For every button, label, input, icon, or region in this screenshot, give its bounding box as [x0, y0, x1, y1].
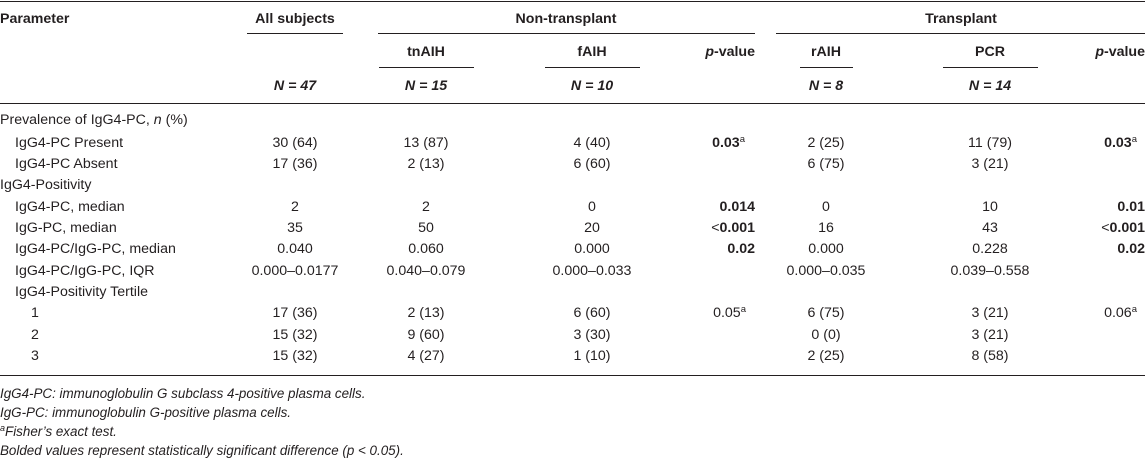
cell-pcr: 0.039–0.558	[950, 263, 1030, 279]
cell-tnaih: 4 (27)	[407, 348, 445, 364]
row-label: IgG4-PC, median	[15, 199, 125, 215]
cell-tnaih: 0.040–0.079	[386, 263, 466, 279]
header-raih: rAIH	[811, 44, 841, 60]
cell-faih: 20	[584, 220, 600, 236]
cell-tnaih: 50	[418, 220, 434, 236]
cell-raih: 6 (75)	[807, 305, 845, 321]
cell-faih: 3 (30)	[573, 327, 611, 343]
header-non-transplant: Non-transplant	[515, 11, 617, 27]
header-all-subjects: All subjects	[255, 11, 335, 27]
cell-tnaih: 2 (13)	[407, 156, 445, 172]
n-all-subjects: N = 47	[273, 78, 317, 94]
cell-pcr: 11 (79)	[968, 135, 1012, 151]
cell-p-transplant: 0.03a	[1104, 134, 1137, 151]
cell-raih: 2 (25)	[807, 135, 845, 151]
row-label: 3	[31, 348, 39, 364]
cell-tnaih: 2	[422, 199, 430, 215]
section-prevalence: Prevalence of IgG4-PC, n (%)	[0, 112, 188, 128]
all-subjects-underline	[247, 33, 343, 34]
cell-tnaih: 9 (60)	[407, 327, 445, 343]
cell-tnaih: 13 (87)	[403, 135, 449, 151]
cell-all: 35	[287, 220, 303, 236]
cell-raih: 0	[822, 199, 830, 215]
cell-p-transplant: 0.01	[1117, 199, 1145, 215]
raih-underline	[800, 67, 853, 68]
cell-pcr: 0.228	[972, 241, 1008, 257]
cell-raih: 6 (75)	[807, 156, 845, 172]
row-label: IgG4-PC Present	[15, 135, 124, 151]
cell-all: 0.000–0.0177	[251, 263, 339, 279]
cell-p-transplant: 0.02	[1117, 241, 1145, 257]
row-label: IgG4-PC Absent	[15, 156, 118, 172]
n-pcr: N = 14	[968, 78, 1012, 94]
row-label: IgG-PC, median	[15, 220, 117, 236]
cell-pcr: 3 (21)	[971, 305, 1009, 321]
cell-faih: 6 (60)	[573, 305, 611, 321]
cell-tnaih: 0.060	[408, 241, 444, 257]
non-transplant-underline	[378, 33, 755, 34]
cell-all: 2	[291, 199, 299, 215]
cell-p-nontransplant: 0.03a	[712, 134, 745, 151]
row-label: IgG4-Positivity Tertile	[15, 284, 148, 300]
cell-all: 30 (64)	[272, 135, 318, 151]
header-p-value-nontransplant: p-value	[705, 44, 755, 60]
cell-pcr: 8 (58)	[971, 348, 1009, 364]
n-tnaih: N = 15	[404, 78, 448, 94]
cell-raih: 2 (25)	[807, 348, 845, 364]
row-label: 2	[31, 327, 39, 343]
cell-p-nontransplant: 0.02	[727, 241, 755, 257]
transplant-underline	[776, 33, 1145, 34]
row-label: IgG4-PC/IgG-PC, IQR	[15, 263, 155, 279]
faih-underline	[545, 67, 640, 68]
n-raih: N = 8	[808, 78, 844, 94]
cell-all: 0.040	[277, 241, 313, 257]
cell-p-transplant: 0.06a	[1104, 304, 1137, 321]
footnote-fisher: aFisher’s exact test.	[0, 423, 117, 440]
cell-p-nontransplant: 0.014	[719, 199, 755, 215]
cell-faih: 6 (60)	[573, 156, 611, 172]
footnote-igg-pc: IgG-PC: immunoglobulin G-positive plasma…	[0, 405, 291, 420]
cell-all: 15 (32)	[272, 348, 318, 364]
header-faih: fAIH	[577, 44, 607, 60]
section-positivity: IgG4-Positivity	[0, 177, 92, 193]
pcr-underline	[943, 67, 1038, 68]
header-parameter: Parameter	[0, 11, 70, 27]
cell-raih: 0 (0)	[811, 327, 841, 343]
cell-all: 17 (36)	[272, 305, 318, 321]
cell-all: 17 (36)	[272, 156, 318, 172]
cell-raih: 16	[818, 220, 834, 236]
header-transplant: Transplant	[925, 11, 997, 27]
cell-all: 15 (32)	[272, 327, 318, 343]
tnaih-underline	[379, 67, 474, 68]
n-faih: N = 10	[570, 78, 614, 94]
cell-pcr: 3 (21)	[971, 156, 1009, 172]
header-bottom-rule	[0, 103, 1145, 104]
cell-p-transplant: <0.001	[1101, 220, 1145, 236]
cell-faih: 4 (40)	[573, 135, 611, 151]
cell-faih: 0	[588, 199, 596, 215]
cell-faih: 0.000–0.033	[552, 263, 632, 279]
row-label: IgG4-PC/IgG-PC, median	[15, 241, 176, 257]
footnote-igg4-pc: IgG4-PC: immunoglobulin G subclass 4-pos…	[0, 386, 366, 401]
cell-raih: 0.000–0.035	[786, 263, 866, 279]
table-bottom-rule	[0, 375, 1145, 376]
cell-pcr: 10	[982, 199, 998, 215]
top-rule	[0, 1, 1145, 2]
cell-faih: 0.000	[574, 241, 610, 257]
cell-p-nontransplant: 0.05a	[713, 304, 746, 321]
row-label: 1	[31, 305, 39, 321]
cell-pcr: 3 (21)	[971, 327, 1009, 343]
header-pcr: PCR	[975, 44, 1005, 60]
header-tnaih: tnAIH	[407, 44, 445, 60]
footnote-bolded: Bolded values represent statistically si…	[0, 443, 404, 458]
header-p-value-transplant: p-value	[1095, 44, 1145, 60]
cell-tnaih: 2 (13)	[407, 305, 445, 321]
cell-pcr: 43	[982, 220, 998, 236]
cell-raih: 0.000	[808, 241, 844, 257]
cell-faih: 1 (10)	[573, 348, 611, 364]
cell-p-nontransplant: <0.001	[711, 220, 755, 236]
